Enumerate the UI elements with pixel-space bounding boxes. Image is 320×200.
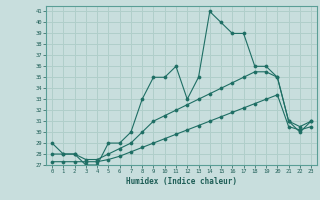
X-axis label: Humidex (Indice chaleur): Humidex (Indice chaleur) xyxy=(126,177,237,186)
